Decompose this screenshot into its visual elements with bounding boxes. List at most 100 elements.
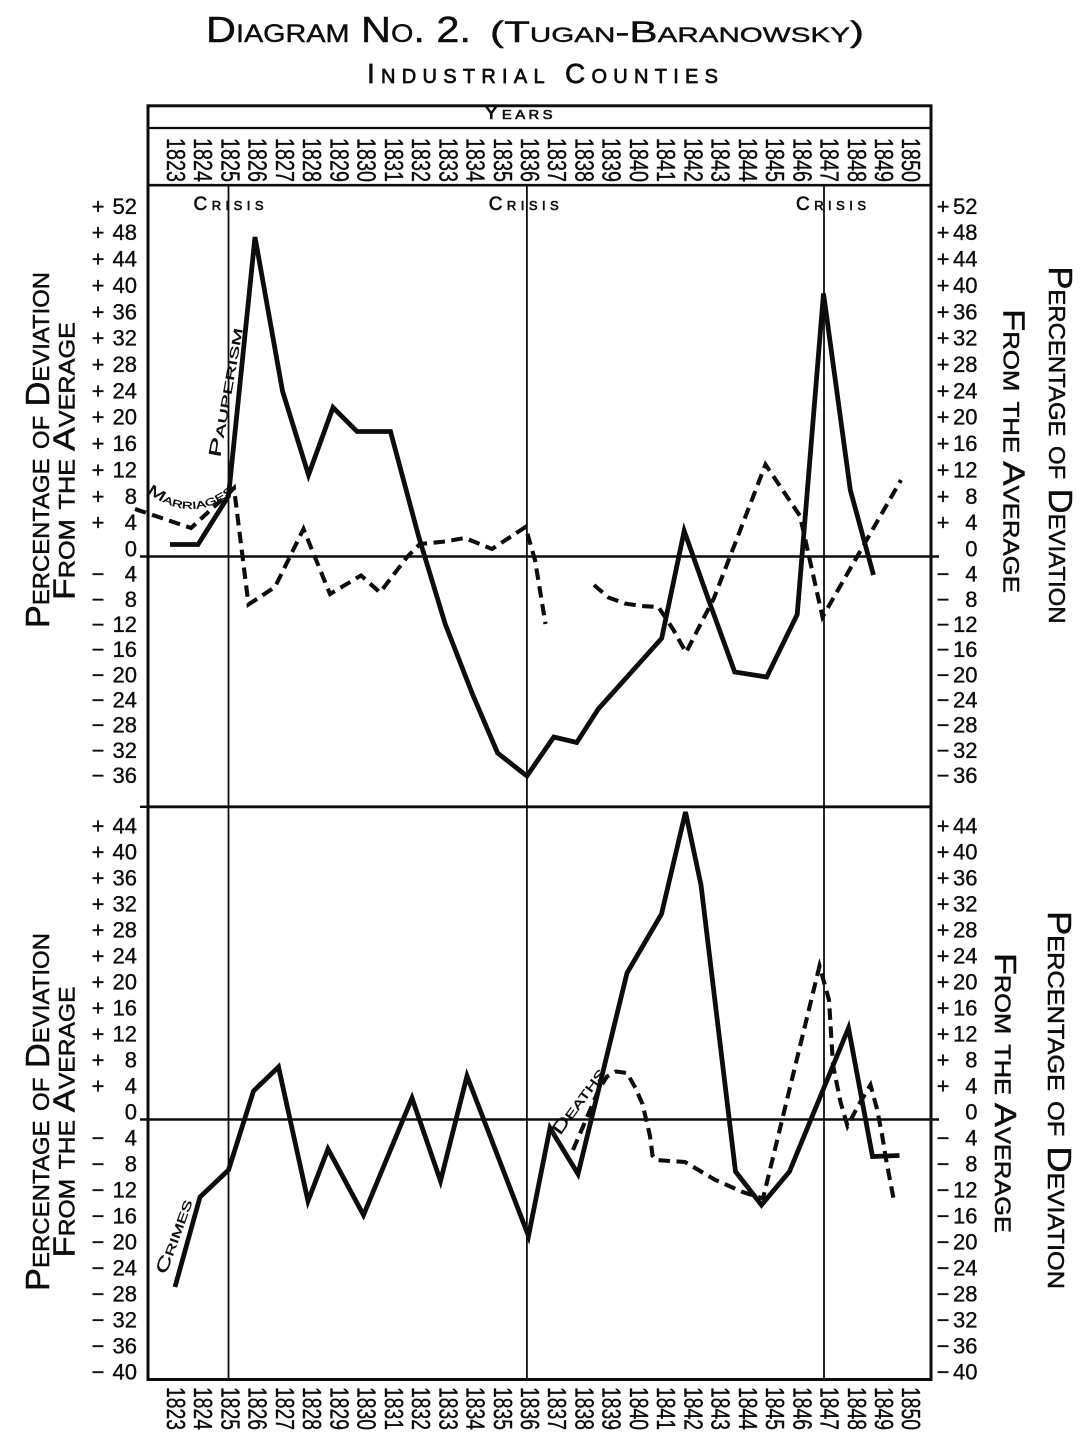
svg-text:+: +: [92, 247, 105, 272]
svg-text:−: −: [937, 1308, 950, 1333]
svg-text:+: +: [92, 840, 105, 865]
svg-text:44: 44: [953, 247, 977, 272]
svg-text:+: +: [92, 326, 105, 351]
svg-text:−: −: [92, 1308, 105, 1333]
svg-text:1825: 1825: [216, 138, 246, 182]
svg-text:20: 20: [953, 405, 977, 430]
svg-text:20: 20: [953, 662, 977, 687]
svg-text:1848: 1848: [842, 1387, 872, 1430]
svg-text:+: +: [937, 457, 950, 482]
svg-text:+: +: [937, 194, 950, 219]
svg-text:Percentage of Deviation: Percentage of Deviation: [1042, 267, 1079, 624]
svg-text:1823: 1823: [161, 138, 191, 182]
svg-text:1836: 1836: [515, 1387, 545, 1430]
svg-text:16: 16: [953, 637, 977, 662]
svg-text:16: 16: [113, 1204, 137, 1229]
svg-text:+: +: [937, 944, 950, 969]
svg-text:From the Average: From the Average: [988, 953, 1023, 1233]
svg-text:1846: 1846: [787, 138, 817, 182]
svg-text:8: 8: [125, 484, 137, 509]
svg-text:1842: 1842: [678, 1387, 708, 1430]
svg-text:20: 20: [113, 405, 137, 430]
svg-text:12: 12: [953, 1022, 977, 1047]
svg-text:1829: 1829: [324, 1387, 354, 1430]
svg-text:1837: 1837: [542, 138, 572, 182]
svg-text:8: 8: [965, 1048, 977, 1073]
svg-text:−: −: [937, 1360, 950, 1385]
svg-text:−: −: [937, 713, 950, 738]
svg-text:1827: 1827: [270, 138, 300, 182]
svg-text:36: 36: [113, 866, 137, 891]
svg-text:1824: 1824: [188, 138, 218, 182]
svg-text:−: −: [937, 1126, 950, 1151]
svg-text:From the Average: From the Average: [997, 309, 1032, 593]
svg-text:36: 36: [953, 866, 977, 891]
svg-text:+: +: [92, 866, 105, 891]
svg-text:8: 8: [965, 587, 977, 612]
svg-text:1850: 1850: [896, 138, 926, 182]
svg-text:−: −: [92, 713, 105, 738]
svg-text:−: −: [92, 1282, 105, 1307]
svg-text:20: 20: [113, 1230, 137, 1255]
svg-text:28: 28: [953, 1282, 977, 1307]
svg-text:From the Average: From the Average: [47, 987, 82, 1258]
svg-text:28: 28: [953, 713, 977, 738]
svg-text:1840: 1840: [624, 138, 654, 182]
svg-text:−: −: [937, 763, 950, 788]
svg-text:1839: 1839: [597, 1387, 627, 1430]
svg-text:+: +: [92, 220, 105, 245]
svg-text:4: 4: [125, 562, 137, 587]
svg-text:1843: 1843: [706, 138, 736, 182]
svg-text:+: +: [92, 1074, 105, 1099]
svg-text:12: 12: [953, 612, 977, 637]
svg-text:+: +: [937, 814, 950, 839]
svg-text:20: 20: [953, 1230, 977, 1255]
svg-text:−: −: [937, 562, 950, 587]
svg-text:4: 4: [965, 1074, 977, 1099]
svg-text:1825: 1825: [216, 1387, 246, 1430]
svg-text:−: −: [937, 612, 950, 637]
svg-text:20: 20: [113, 662, 137, 687]
svg-text:40: 40: [953, 273, 977, 298]
svg-text:+: +: [937, 1074, 950, 1099]
svg-text:1839: 1839: [597, 138, 627, 182]
svg-text:16: 16: [113, 637, 137, 662]
svg-text:0: 0: [965, 1100, 977, 1125]
svg-text:+: +: [937, 1022, 950, 1047]
svg-text:−: −: [92, 1204, 105, 1229]
svg-text:8: 8: [125, 1048, 137, 1073]
svg-text:+: +: [92, 814, 105, 839]
svg-text:32: 32: [953, 892, 977, 917]
svg-text:44: 44: [953, 814, 977, 839]
svg-text:36: 36: [953, 763, 977, 788]
svg-text:1834: 1834: [461, 1387, 491, 1430]
svg-text:−: −: [937, 1204, 950, 1229]
svg-text:8: 8: [125, 587, 137, 612]
svg-text:1830: 1830: [352, 138, 382, 182]
svg-text:+: +: [937, 405, 950, 430]
svg-text:+: +: [937, 431, 950, 456]
svg-text:Diagram No. 2.: Diagram No. 2.: [206, 9, 471, 50]
svg-text:1832: 1832: [406, 138, 436, 182]
svg-text:28: 28: [953, 352, 977, 377]
svg-text:Crisis: Crisis: [194, 194, 267, 215]
svg-text:−: −: [92, 587, 105, 612]
svg-text:+: +: [92, 352, 105, 377]
svg-text:+: +: [92, 431, 105, 456]
svg-text:1844: 1844: [733, 138, 763, 182]
svg-text:28: 28: [113, 352, 137, 377]
svg-text:+: +: [92, 1022, 105, 1047]
svg-text:−: −: [92, 562, 105, 587]
svg-text:+: +: [92, 484, 105, 509]
svg-text:1840: 1840: [624, 1387, 654, 1430]
svg-text:1829: 1829: [324, 138, 354, 182]
svg-text:+: +: [937, 996, 950, 1021]
svg-text:1838: 1838: [570, 1387, 600, 1430]
svg-text:1830: 1830: [352, 1387, 382, 1430]
svg-text:32: 32: [113, 892, 137, 917]
svg-text:24: 24: [953, 378, 977, 403]
svg-text:−: −: [937, 1230, 950, 1255]
svg-text:+: +: [937, 510, 950, 535]
svg-text:1826: 1826: [243, 138, 273, 182]
svg-text:−: −: [92, 1230, 105, 1255]
